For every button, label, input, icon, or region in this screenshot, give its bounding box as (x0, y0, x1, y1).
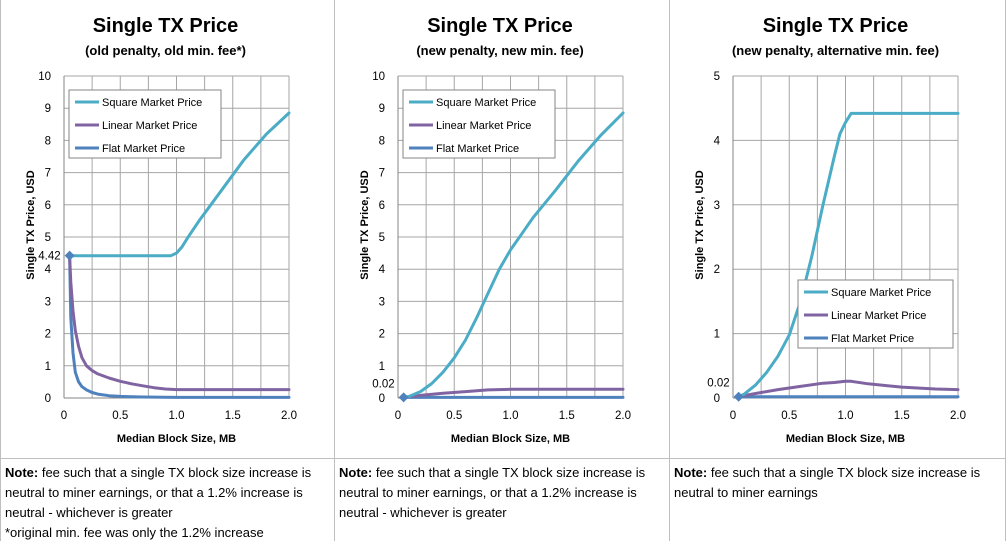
chart-svg: Single TX Price (old penalty, old min. fe… (25, 15, 297, 445)
y-tick-label: 8 (379, 135, 385, 147)
series-line (68, 254, 291, 392)
x-tick-label: 2.0 (615, 410, 631, 422)
note-text: fee such that a single TX block size inc… (5, 465, 312, 520)
x-tick-label: 1.5 (225, 410, 241, 422)
data-point-marker (733, 391, 744, 402)
note-label: Note: (5, 465, 39, 480)
x-tick-label: 2.0 (281, 410, 297, 422)
x-tick-label: 0.5 (112, 410, 128, 422)
x-tick-label: 1.0 (169, 410, 185, 422)
series-line (402, 387, 625, 399)
chart-subtitle: (new penalty, alternative min. fee) (732, 43, 939, 58)
legend-label: Square Market Price (436, 97, 536, 109)
legend-label: Linear Market Price (102, 120, 197, 132)
y-tick-label: 4 (714, 135, 721, 147)
y-tick-label: 0 (45, 393, 51, 405)
x-tick-label: 0.5 (781, 410, 797, 422)
chart-svg: Single TX Price (new penalty, new min. fe… (359, 15, 631, 445)
chart-svg: Single TX Price (new penalty, alternative… (694, 15, 966, 445)
y-tick-label: 0 (714, 393, 720, 405)
x-tick-label: 0 (61, 410, 67, 422)
series-line (402, 111, 625, 399)
legend-label: Square Market Price (831, 287, 931, 299)
note-footnote: *original min. fee was only the 1.2% inc… (5, 525, 264, 540)
x-axis-title: Median Block Size, MB (117, 433, 236, 445)
y-tick-label: 0 (379, 393, 385, 405)
chart-title: Single TX Price (427, 15, 573, 37)
y-tick-label: 2 (45, 329, 51, 341)
y-axis-title: Single TX Price, USD (359, 170, 371, 279)
annotation-label: 0.02 (707, 378, 729, 390)
note-text: fee such that a single TX block size inc… (674, 465, 981, 500)
y-tick-label: 9 (45, 103, 51, 115)
y-tick-label: 1 (45, 361, 51, 373)
x-tick-label: 0.5 (446, 410, 462, 422)
y-tick-label: 2 (714, 264, 720, 276)
x-axis-title: Median Block Size, MB (786, 433, 905, 445)
y-tick-label: 8 (45, 135, 51, 147)
y-tick-label: 4 (45, 264, 52, 276)
y-tick-label: 1 (714, 329, 720, 341)
y-axis-title: Single TX Price, USD (25, 170, 37, 279)
x-tick-label: 2.0 (950, 410, 966, 422)
chart-panel-old-penalty: Single TX Price (old penalty, old min. fe… (0, 0, 335, 458)
x-tick-label: 1.0 (503, 410, 519, 422)
y-tick-label: 10 (38, 71, 51, 83)
chart-title: Single TX Price (93, 15, 239, 37)
x-tick-label: 0 (395, 410, 401, 422)
y-tick-label: 5 (45, 232, 51, 244)
note-new-penalty: Note: fee such that a single TX block si… (335, 458, 670, 541)
x-tick-label: 1.0 (838, 410, 854, 422)
y-tick-label: 3 (45, 296, 51, 308)
legend-label: Flat Market Price (102, 143, 185, 155)
chart-panel-alternative-fee: Single TX Price (new penalty, alternative… (670, 0, 1006, 458)
x-axis-title: Median Block Size, MB (451, 433, 570, 445)
note-old-penalty: Note: fee such that a single TX block si… (0, 458, 335, 541)
legend-label: Flat Market Price (436, 143, 519, 155)
y-tick-label: 10 (372, 71, 385, 83)
chart-title: Single TX Price (763, 15, 909, 37)
y-tick-label: 5 (379, 232, 385, 244)
y-axis-title: Single TX Price, USD (694, 170, 706, 279)
series-line (737, 111, 960, 399)
annotation-label: 4.42 (38, 251, 60, 263)
series-line (737, 379, 960, 399)
note-label: Note: (674, 465, 708, 480)
y-tick-label: 1 (379, 361, 385, 373)
legend-label: Linear Market Price (831, 310, 926, 322)
y-tick-label: 6 (379, 200, 385, 212)
note-label: Note: (339, 465, 373, 480)
chart-subtitle: (old penalty, old min. fee*) (85, 43, 246, 58)
note-alternative-fee: Note: fee such that a single TX block si… (670, 458, 1006, 541)
y-tick-label: 3 (379, 296, 385, 308)
x-tick-label: 1.5 (559, 410, 575, 422)
x-tick-label: 0 (730, 410, 736, 422)
annotation-label: 0.02 (372, 378, 394, 390)
series-line (68, 111, 291, 258)
chart-panel-new-penalty: Single TX Price (new penalty, new min. fe… (335, 0, 670, 458)
y-tick-label: 3 (714, 200, 720, 212)
note-text: fee such that a single TX block size inc… (339, 465, 646, 520)
y-tick-label: 7 (379, 168, 385, 180)
y-tick-label: 6 (45, 200, 51, 212)
y-tick-label: 9 (379, 103, 385, 115)
y-tick-label: 7 (45, 168, 51, 180)
data-point-marker (398, 392, 409, 403)
x-tick-label: 1.5 (894, 410, 910, 422)
y-tick-label: 2 (379, 329, 385, 341)
series-line (68, 254, 291, 399)
legend-label: Flat Market Price (831, 333, 914, 345)
legend-label: Linear Market Price (436, 120, 531, 132)
chart-subtitle: (new penalty, new min. fee) (416, 43, 583, 58)
legend-label: Square Market Price (102, 97, 202, 109)
y-tick-label: 4 (379, 264, 386, 276)
y-tick-label: 5 (714, 71, 720, 83)
data-point-marker (64, 250, 75, 261)
